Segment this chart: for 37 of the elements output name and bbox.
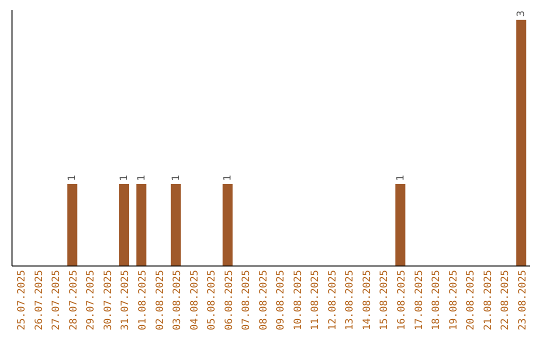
data-label: 1: [67, 174, 78, 181]
x-tick-label: 05.08.2025: [206, 270, 218, 330]
x-tick-label: 31.07.2025: [120, 270, 132, 330]
x-tick-label: 14.08.2025: [362, 270, 373, 330]
x-tick-label: 04.08.2025: [189, 270, 200, 330]
x-tick-label: 03.08.2025: [172, 270, 184, 330]
x-tick-label: 10.08.2025: [292, 270, 304, 330]
x-tick-label: 16.08.2025: [396, 270, 408, 330]
x-tick-label: 30.07.2025: [102, 270, 114, 330]
x-tick-label: 23.08.2025: [517, 270, 528, 330]
x-tick-label: 07.08.2025: [241, 270, 252, 330]
x-tick-label: 06.08.2025: [224, 270, 235, 330]
x-tick-label: 17.08.2025: [414, 270, 425, 330]
x-tick-label: 18.08.2025: [431, 270, 442, 330]
x-tick-label: 29.07.2025: [86, 270, 97, 330]
x-tick-label: 02.08.2025: [154, 270, 166, 330]
x-tick-label: 15.08.2025: [379, 270, 390, 330]
x-tick-label: 08.08.2025: [258, 270, 270, 330]
data-label: 1: [119, 174, 130, 181]
data-label: 1: [395, 174, 406, 181]
x-tick-label: 01.08.2025: [138, 270, 148, 330]
data-label: 1: [222, 174, 234, 181]
x-tick-label: 25.07.2025: [16, 270, 28, 330]
x-tick-label: 11.08.2025: [310, 270, 322, 330]
x-tick-label: 12.08.2025: [327, 270, 338, 330]
x-tick-label: 28.07.2025: [68, 270, 80, 330]
data-label: 1: [136, 174, 148, 181]
x-tick-label: 22.08.2025: [500, 270, 512, 330]
x-tick-label: 09.08.2025: [276, 270, 287, 330]
x-tick-label: 27.07.2025: [51, 270, 62, 330]
x-tick-label: 13.08.2025: [344, 270, 356, 330]
x-tick-label: 19.08.2025: [448, 270, 460, 330]
x-tick-label: 20.08.2025: [466, 270, 477, 330]
data-label: 3: [516, 10, 528, 17]
data-label: 1: [170, 174, 182, 181]
x-tick-label: 21.08.2025: [482, 270, 494, 330]
x-tick-label: 26.07.2025: [34, 270, 45, 330]
